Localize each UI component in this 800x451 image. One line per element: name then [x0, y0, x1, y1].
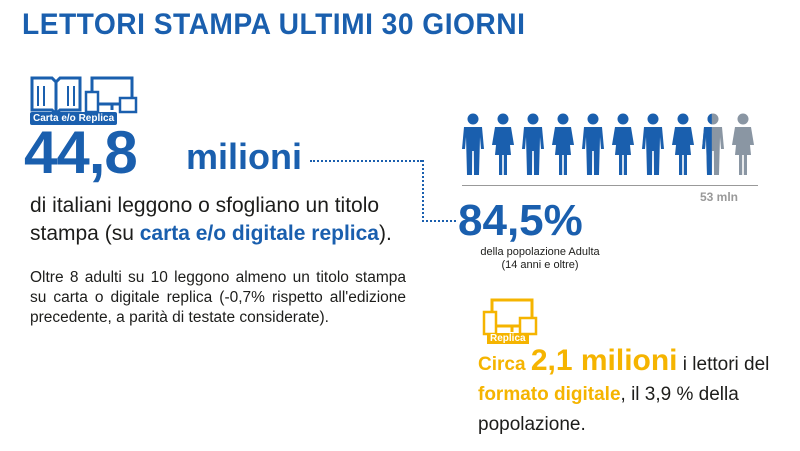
print-description: di italiani leggono o sfogliano un titol…: [30, 194, 392, 245]
person-figure: [462, 113, 484, 175]
print-readers-value: 44,8: [24, 119, 138, 186]
print-paragraph: Oltre 8 adulti su 10 leggono almeno un t…: [30, 269, 406, 326]
population-total-label: 53 mln: [700, 190, 739, 204]
print-readers-unit: milioni: [186, 136, 302, 177]
person-figure: [612, 113, 634, 175]
dotted-connector: [310, 160, 422, 162]
person-figure: [522, 113, 544, 175]
population-axis: [462, 185, 758, 186]
dotted-connector-vertical: [422, 160, 424, 222]
person-figure: [672, 113, 694, 175]
person-figure: [642, 113, 664, 175]
person-figure: [492, 113, 514, 175]
person-figure: [582, 113, 604, 175]
dotted-connector-end: [422, 220, 456, 222]
digital-devices-icon: [482, 298, 538, 336]
replica-icon-label: Replica: [487, 333, 529, 344]
person-figure: [552, 113, 574, 175]
replica-text: Circa 2,1 milioni i lettori del formato …: [478, 344, 770, 436]
population-percent: 84,5%: [458, 196, 583, 245]
person-figure-partial: [702, 113, 712, 175]
population-pictogram: [462, 113, 754, 175]
population-percent-caption: della popolazione Adulta (14 anni e oltr…: [480, 246, 600, 271]
print-icon-label: Carta e/o Replica: [30, 112, 118, 125]
page-title: LETTORI STAMPA ULTIMI 30 GIORNI: [22, 8, 526, 41]
person-figure: [732, 113, 754, 175]
